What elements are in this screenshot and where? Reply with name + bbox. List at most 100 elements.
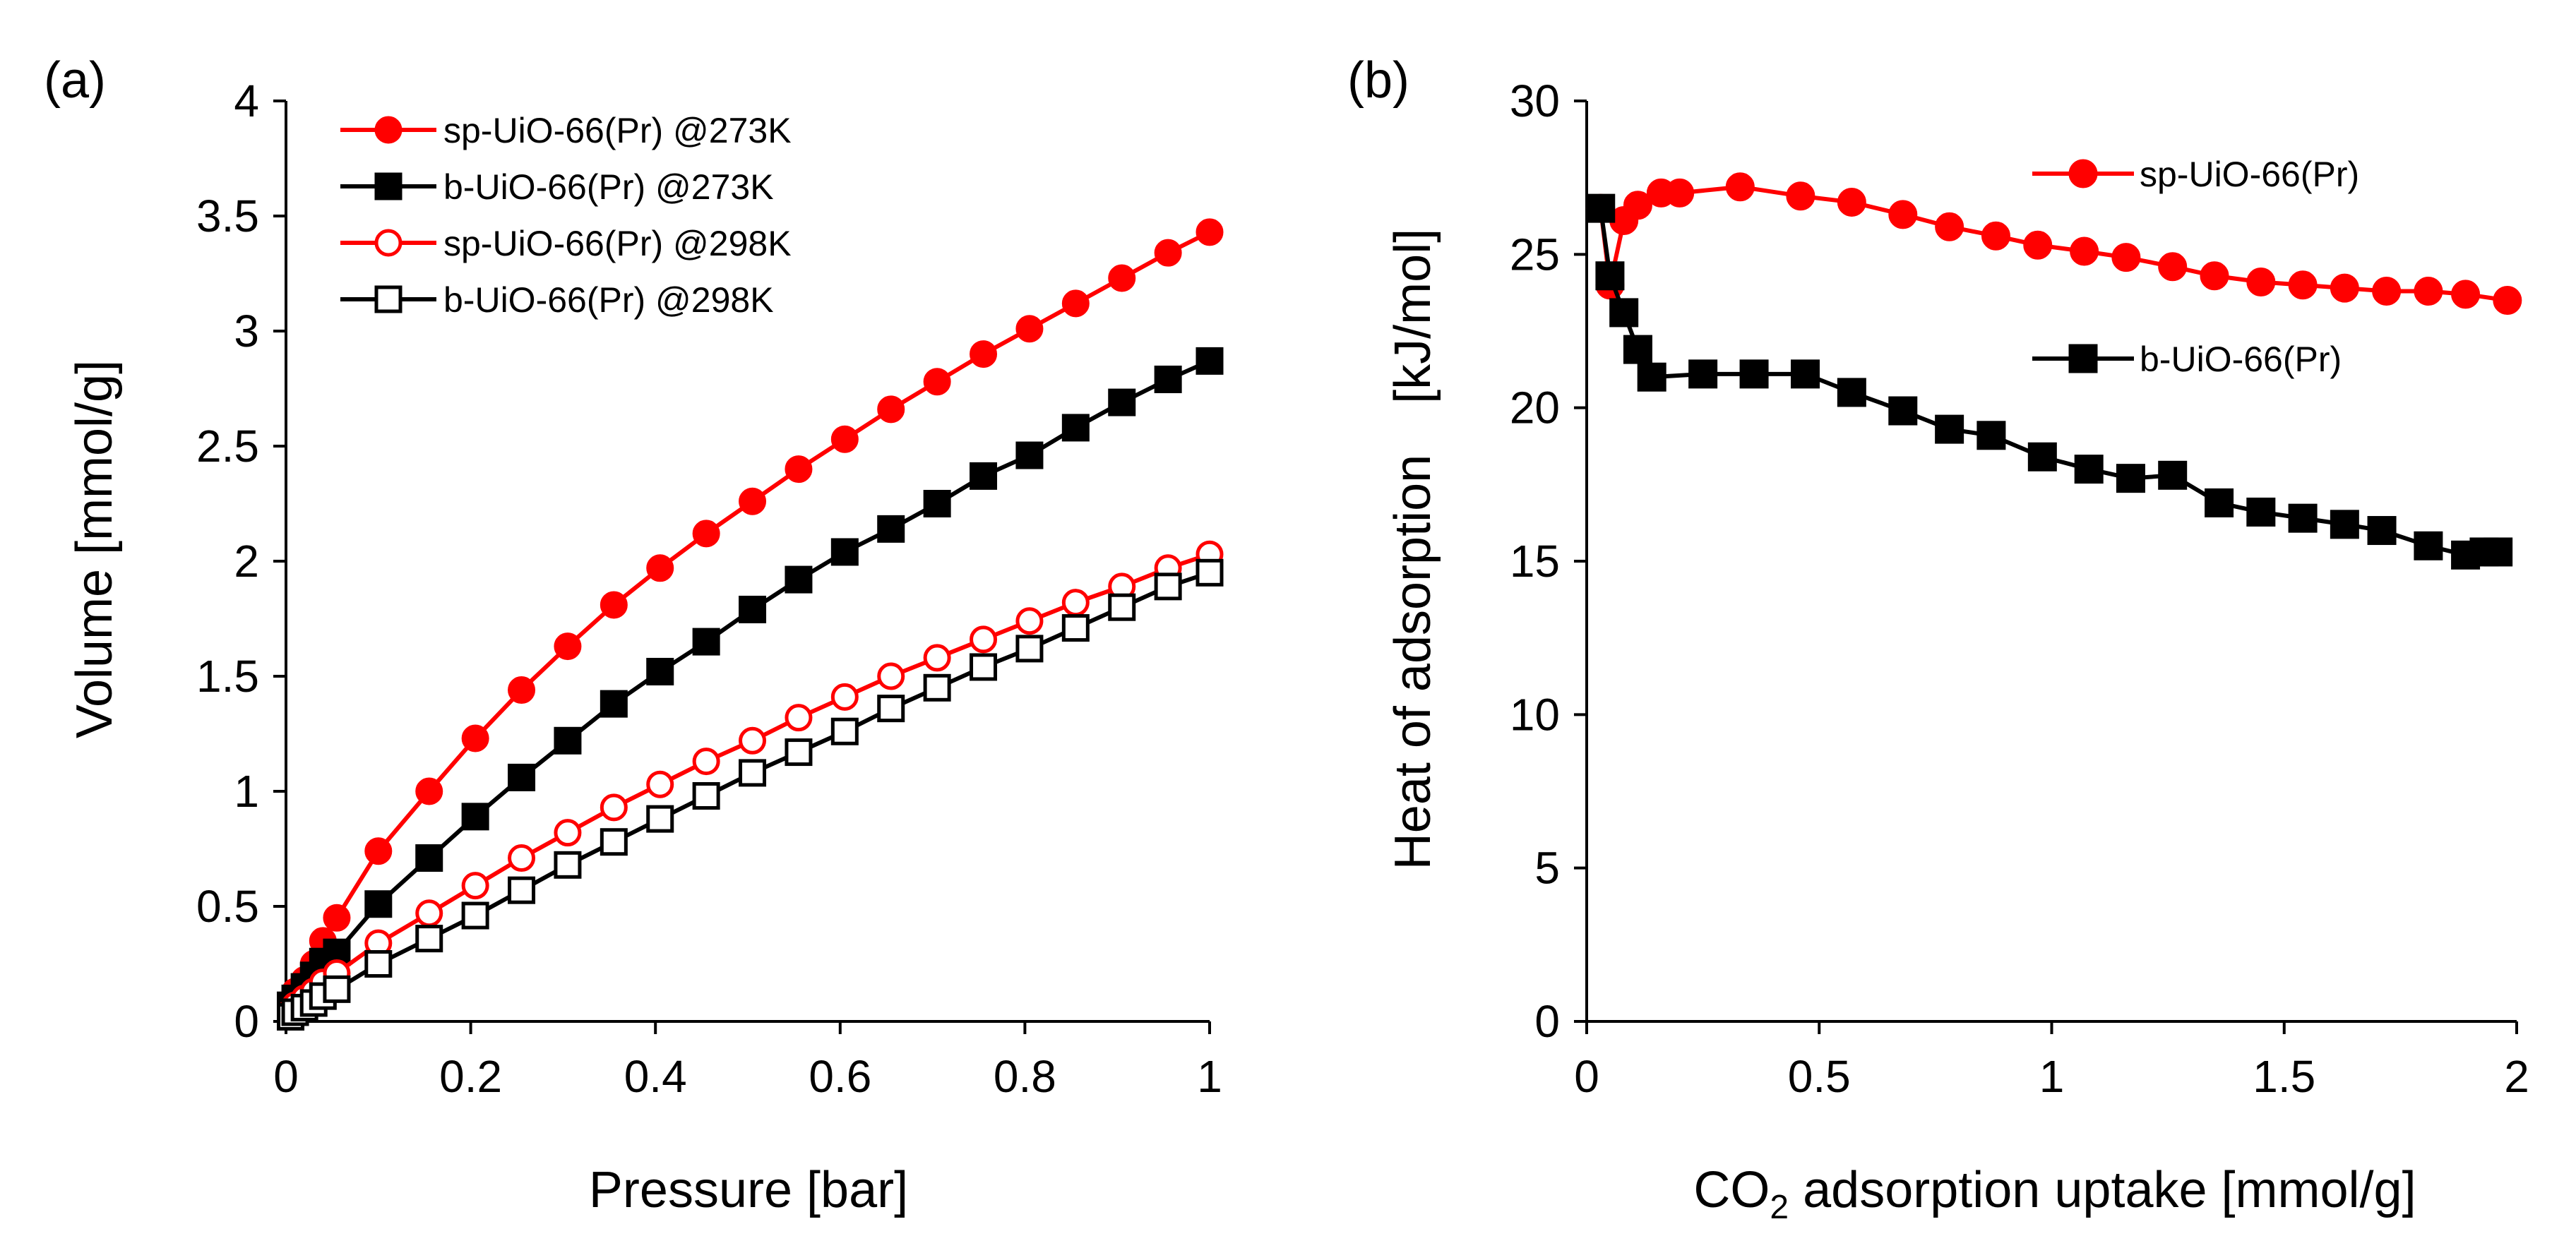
data-point bbox=[1888, 200, 1918, 229]
data-point bbox=[785, 704, 813, 732]
y-tick-label: 15 bbox=[1510, 536, 1560, 587]
legend-label: b-UiO-66(Pr) bbox=[2140, 340, 2342, 379]
y-tick-label: 4 bbox=[234, 76, 259, 126]
legend-marker bbox=[2068, 344, 2098, 373]
data-point bbox=[415, 925, 443, 953]
data-point bbox=[1665, 178, 1695, 208]
data-point bbox=[692, 782, 720, 810]
data-point bbox=[2070, 236, 2099, 266]
y-tick-label: 25 bbox=[1510, 229, 1560, 280]
data-point bbox=[877, 695, 905, 723]
data-point bbox=[877, 515, 905, 543]
data-point bbox=[600, 828, 628, 856]
panel-b-label: (b) bbox=[1347, 52, 1409, 109]
y-tick-label: 30 bbox=[1510, 76, 1560, 126]
data-point bbox=[877, 395, 905, 424]
data-point bbox=[1015, 607, 1044, 635]
data-point bbox=[1688, 359, 1718, 389]
panel-a-ticks: 0 0.5 1 1.5 2 2.5 3 3.5 4 0 0.2 0.4 0.6 0.8 1 bbox=[196, 76, 1222, 1102]
data-point bbox=[1061, 614, 1090, 642]
data-point bbox=[1108, 264, 1136, 292]
panel-b-y-axis-title: Heat of adsorption [kJ/mol] bbox=[1385, 229, 1441, 870]
panel-a: (a) 0 0.5 1 1.5 2 2.5 3 3.5 4 0 0.2 0.4 0.6 0.8 1 sp-U… bbox=[44, 52, 1224, 1218]
data-point bbox=[2246, 267, 2276, 296]
series-line bbox=[1598, 184, 2508, 303]
data-point bbox=[2246, 497, 2276, 527]
data-point bbox=[2205, 488, 2234, 517]
y-tick-label: 0 bbox=[1534, 996, 1560, 1047]
data-point bbox=[415, 899, 443, 928]
data-point bbox=[692, 628, 720, 656]
data-point bbox=[970, 462, 998, 490]
x-tick-label: 1.5 bbox=[2253, 1051, 2315, 1102]
legend-label: sp-UiO-66(Pr) @273K bbox=[443, 111, 792, 150]
data-point bbox=[1623, 335, 1652, 364]
legend-marker bbox=[374, 285, 402, 313]
data-point bbox=[1586, 193, 1616, 223]
x-tick-label: 2 bbox=[2504, 1051, 2529, 1102]
data-point bbox=[1154, 572, 1182, 601]
legend-label: b-UiO-66(Pr) @273K bbox=[443, 167, 774, 207]
panel-b-legend: sp-UiO-66(Pr) b-UiO-66(Pr) bbox=[2032, 155, 2359, 379]
data-point bbox=[1637, 362, 1666, 392]
panel-b-x-axis-title: CO2 adsorption uptake [mmol/g] bbox=[1693, 1162, 2416, 1226]
x-tick-label: 0.4 bbox=[624, 1051, 687, 1102]
panel-b-x-axis-title-suffix: adsorption uptake [mmol/g] bbox=[1789, 1162, 2416, 1218]
data-point bbox=[739, 726, 767, 755]
data-point bbox=[461, 803, 489, 831]
legend-item: sp-UiO-66(Pr) @298K bbox=[340, 224, 792, 263]
y-tick-label: 2.5 bbox=[196, 421, 259, 472]
data-point bbox=[2158, 460, 2188, 490]
legend-label: sp-UiO-66(Pr) @298K bbox=[443, 224, 792, 263]
panel-b-x-axis-title-subscript: 2 bbox=[1770, 1189, 1789, 1226]
data-point bbox=[877, 662, 905, 690]
series-b-UiO-66(Pr) bbox=[1586, 193, 2513, 570]
series-sp-UiO-66(Pr) bbox=[1586, 172, 2522, 316]
legend-label: b-UiO-66(Pr) @298K bbox=[443, 280, 774, 320]
data-point bbox=[1015, 315, 1044, 343]
data-point bbox=[2367, 516, 2397, 546]
data-point bbox=[1061, 414, 1090, 442]
data-point bbox=[2288, 270, 2318, 300]
data-point bbox=[1195, 347, 1224, 375]
data-point bbox=[1015, 441, 1044, 469]
data-point bbox=[2330, 510, 2359, 539]
panel-a-label: (a) bbox=[44, 52, 106, 109]
data-point bbox=[461, 872, 489, 900]
data-point bbox=[2451, 280, 2481, 309]
data-point bbox=[323, 904, 351, 932]
legend-marker bbox=[374, 172, 402, 200]
data-point bbox=[1061, 589, 1090, 617]
panel-a-legend: sp-UiO-66(Pr) @273K b-UiO-66(Pr) @273K sp-… bbox=[340, 111, 792, 320]
data-point bbox=[2483, 537, 2513, 567]
data-point bbox=[2158, 252, 2188, 282]
data-point bbox=[692, 520, 720, 548]
data-point bbox=[1108, 388, 1136, 416]
data-point bbox=[1108, 593, 1136, 621]
data-point bbox=[1739, 359, 1769, 389]
y-tick-label: 0.5 bbox=[196, 881, 259, 932]
data-point bbox=[364, 950, 393, 978]
data-point bbox=[785, 565, 813, 594]
y-tick-label: 0 bbox=[234, 996, 259, 1047]
data-point bbox=[739, 595, 767, 623]
panel-b-ticks: 0 5 10 15 20 25 30 0 0.5 1 1.5 2 bbox=[1510, 76, 2529, 1102]
data-point bbox=[2414, 531, 2443, 560]
data-point bbox=[508, 676, 536, 704]
data-point bbox=[1725, 172, 1755, 202]
legend-marker bbox=[374, 229, 402, 257]
data-point bbox=[2414, 276, 2443, 306]
panel-a-y-axis-title: Volume [mmol/g] bbox=[66, 360, 123, 738]
data-point bbox=[970, 625, 998, 654]
x-tick-label: 1 bbox=[2039, 1051, 2065, 1102]
data-point bbox=[1595, 261, 1625, 291]
data-point bbox=[1061, 289, 1090, 318]
data-point bbox=[508, 876, 536, 904]
panel-b-x-axis-title-main: CO bbox=[1693, 1162, 1770, 1218]
x-tick-label: 0.6 bbox=[809, 1051, 871, 1102]
data-point bbox=[1935, 212, 1964, 241]
data-point bbox=[1623, 191, 1652, 220]
data-point bbox=[2023, 230, 2053, 260]
data-point bbox=[323, 975, 351, 1003]
